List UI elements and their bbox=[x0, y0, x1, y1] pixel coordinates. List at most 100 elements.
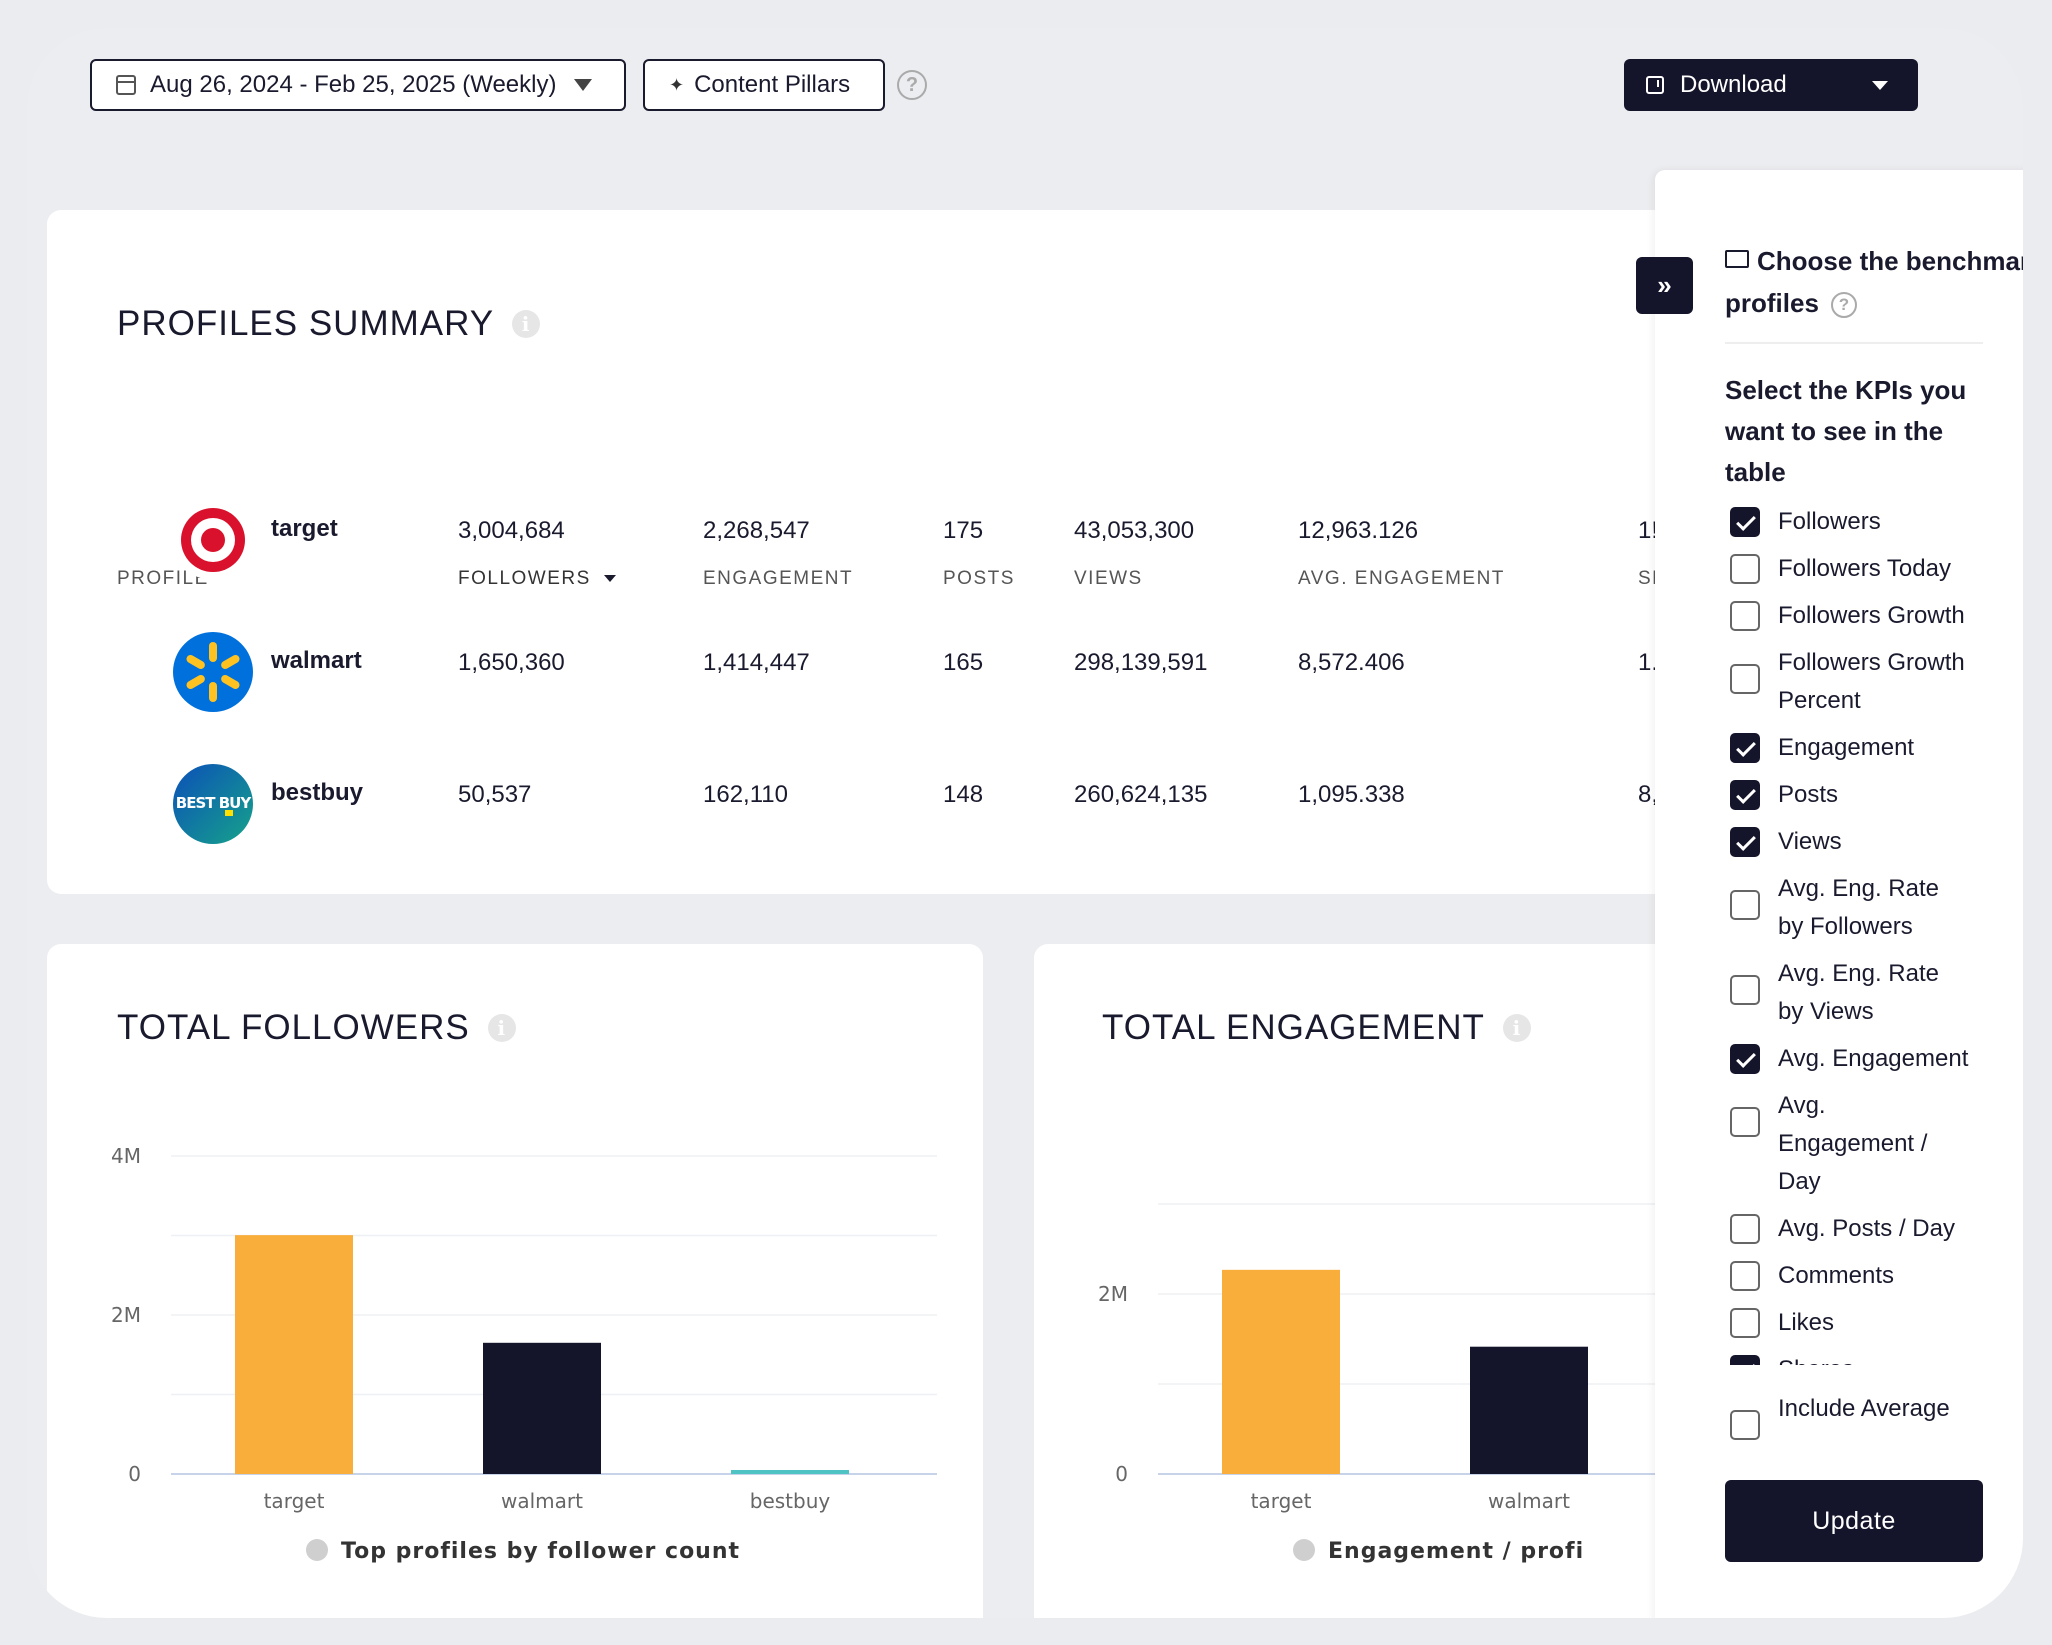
followers-cell: 3,004,684 bbox=[458, 517, 565, 544]
kpi-checkbox[interactable] bbox=[1730, 827, 1760, 857]
panel-title-text: Choose the benchmark profiles bbox=[1725, 246, 2023, 318]
kpi-checkbox[interactable] bbox=[1730, 890, 1760, 920]
engagement-bar-chart: 0 2M target walmart Engagement / profi bbox=[1098, 1203, 1734, 1564]
content-pillars-button[interactable]: ✦ Content Pillars bbox=[643, 59, 885, 111]
profile-name[interactable]: walmart bbox=[271, 647, 362, 674]
kpi-option[interactable]: Posts bbox=[1730, 776, 2023, 814]
kpi-checkbox[interactable] bbox=[1730, 1355, 1760, 1365]
profiles-summary-card: PROFILES SUMMARY i PROFILE FOLLOWERS ENG… bbox=[47, 210, 1707, 894]
kpi-label: Likes bbox=[1778, 1309, 1835, 1336]
column-header-followers-label: FOLLOWERS bbox=[458, 568, 591, 589]
help-icon[interactable]: ? bbox=[897, 70, 927, 100]
x-tick-label: target bbox=[1251, 1489, 1312, 1513]
kpi-label: Engagement bbox=[1778, 734, 1915, 761]
bar-walmart[interactable] bbox=[483, 1342, 601, 1474]
kpi-option[interactable]: Avg. Posts / Day bbox=[1730, 1210, 2023, 1248]
kpi-option[interactable]: Followers bbox=[1730, 503, 2023, 541]
kpi-checkbox[interactable] bbox=[1730, 664, 1760, 694]
kpi-option[interactable]: Followers Growth bbox=[1730, 597, 2023, 635]
kpi-label: Posts bbox=[1778, 781, 1839, 808]
calendar-icon bbox=[116, 75, 136, 95]
kpi-label: Avg. Eng. Rate by Views bbox=[1778, 960, 1939, 1025]
sort-desc-icon bbox=[603, 575, 616, 582]
kpi-checkbox[interactable] bbox=[1730, 1107, 1760, 1137]
target-logo-icon bbox=[181, 508, 245, 572]
kpi-checkbox[interactable] bbox=[1730, 507, 1760, 537]
download-button[interactable]: Download bbox=[1624, 59, 1918, 111]
posts-cell: 148 bbox=[943, 781, 984, 808]
shares-cell: 1. bbox=[1638, 649, 1659, 676]
avg-engagement-cell: 8,572.406 bbox=[1298, 649, 1405, 676]
kpi-label: Avg. Posts / Day bbox=[1778, 1215, 1955, 1242]
info-icon[interactable]: i bbox=[1502, 1014, 1531, 1042]
avg-engagement-cell: 12,963.126 bbox=[1298, 517, 1419, 544]
download-label: Download bbox=[1680, 71, 1787, 98]
include-average-option[interactable]: Include Average bbox=[1730, 1390, 2023, 1440]
chart-legend[interactable]: Engagement / profi bbox=[1328, 1539, 1584, 1564]
date-range-label: Aug 26, 2024 - Feb 25, 2025 (Weekly) bbox=[150, 71, 557, 98]
caret-down-icon bbox=[574, 79, 593, 91]
shares-cell: 1! bbox=[1638, 517, 1659, 544]
kpi-option[interactable]: Avg. Eng. Rate by Followers bbox=[1730, 870, 2023, 946]
column-header-posts[interactable]: POSTS bbox=[943, 568, 1015, 589]
kpi-option[interactable]: Engagement bbox=[1730, 729, 2023, 767]
kpi-option[interactable]: Shares bbox=[1730, 1351, 2023, 1365]
kpi-option[interactable]: Views bbox=[1730, 823, 2023, 861]
include-average-checkbox[interactable] bbox=[1730, 1410, 1760, 1440]
kpi-option[interactable]: Avg. Engagement bbox=[1730, 1040, 2023, 1078]
kpi-option[interactable]: Followers Today bbox=[1730, 550, 2023, 588]
kpi-checkbox[interactable] bbox=[1730, 780, 1760, 810]
info-icon[interactable]: i bbox=[487, 1014, 516, 1042]
help-icon[interactable]: ? bbox=[1830, 292, 1857, 318]
profile-name[interactable]: bestbuy bbox=[271, 779, 364, 806]
followers-bar-chart: 0 2M 4M target walmart bestbuy Top profiles by… bbox=[111, 1144, 937, 1564]
column-header-engagement[interactable]: ENGAGEMENT bbox=[703, 568, 854, 589]
shares-cell: 8, bbox=[1638, 781, 1659, 808]
kpi-checkbox[interactable] bbox=[1730, 1044, 1760, 1074]
y-tick-label: 0 bbox=[128, 1462, 141, 1486]
kpi-option[interactable]: Followers Growth Percent bbox=[1730, 644, 2023, 720]
kpi-checkbox[interactable] bbox=[1730, 733, 1760, 763]
kpi-label: Followers bbox=[1778, 508, 1881, 535]
x-tick-label: bestbuy bbox=[750, 1489, 831, 1513]
caret-down-icon[interactable] bbox=[1872, 81, 1888, 90]
posts-cell: 165 bbox=[943, 649, 984, 676]
bar-target[interactable] bbox=[235, 1235, 353, 1474]
kpi-option[interactable]: Avg. Eng. Rate by Views bbox=[1730, 955, 2023, 1031]
content-pillars-label: Content Pillars bbox=[694, 71, 851, 98]
kpi-option[interactable]: Comments bbox=[1730, 1257, 2023, 1295]
kpi-checkbox[interactable] bbox=[1730, 1214, 1760, 1244]
bar-bestbuy[interactable] bbox=[731, 1469, 849, 1474]
date-range-picker[interactable]: Aug 26, 2024 - Feb 25, 2025 (Weekly) bbox=[90, 59, 626, 111]
walmart-spark-icon bbox=[186, 642, 240, 702]
update-button[interactable]: Update bbox=[1725, 1480, 1983, 1562]
views-cell: 260,624,135 bbox=[1074, 781, 1208, 808]
sparkle-icon: ✦ bbox=[669, 74, 685, 95]
total-engagement-title-text: TOTAL ENGAGEMENT bbox=[1102, 1008, 1485, 1047]
kpi-checkbox[interactable] bbox=[1730, 1308, 1760, 1338]
kpi-option[interactable]: Avg. Engagement / Day bbox=[1730, 1087, 2023, 1201]
bar-walmart[interactable] bbox=[1470, 1346, 1588, 1474]
kpi-checkbox[interactable] bbox=[1730, 554, 1760, 584]
chart-legend[interactable]: Top profiles by follower count bbox=[341, 1539, 740, 1564]
views-cell: 43,053,300 bbox=[1074, 517, 1195, 544]
bar-target[interactable] bbox=[1222, 1269, 1340, 1474]
kpi-option[interactable]: Likes bbox=[1730, 1304, 2023, 1342]
engagement-cell: 162,110 bbox=[703, 781, 788, 808]
kpi-checkbox[interactable] bbox=[1730, 601, 1760, 631]
column-header-views[interactable]: VIEWS bbox=[1074, 568, 1143, 589]
collapse-panel-button[interactable]: » bbox=[1636, 257, 1693, 314]
column-header-avg-engagement[interactable]: AVG. ENGAGEMENT bbox=[1298, 568, 1505, 589]
kpi-label: Views bbox=[1778, 828, 1842, 855]
kpi-label: Avg. Eng. Rate by Followers bbox=[1778, 875, 1939, 940]
column-header-profile[interactable]: PROFILE bbox=[117, 568, 209, 589]
download-icon bbox=[1646, 76, 1664, 94]
posts-cell: 175 bbox=[943, 517, 984, 544]
column-header-followers[interactable]: FOLLOWERS bbox=[458, 568, 616, 590]
profile-name[interactable]: target bbox=[271, 515, 338, 542]
kpi-label: Comments bbox=[1778, 1262, 1895, 1289]
x-tick-label: target bbox=[264, 1489, 325, 1513]
info-icon[interactable]: i bbox=[512, 310, 541, 338]
kpi-checkbox[interactable] bbox=[1730, 1261, 1760, 1291]
kpi-checkbox[interactable] bbox=[1730, 975, 1760, 1005]
